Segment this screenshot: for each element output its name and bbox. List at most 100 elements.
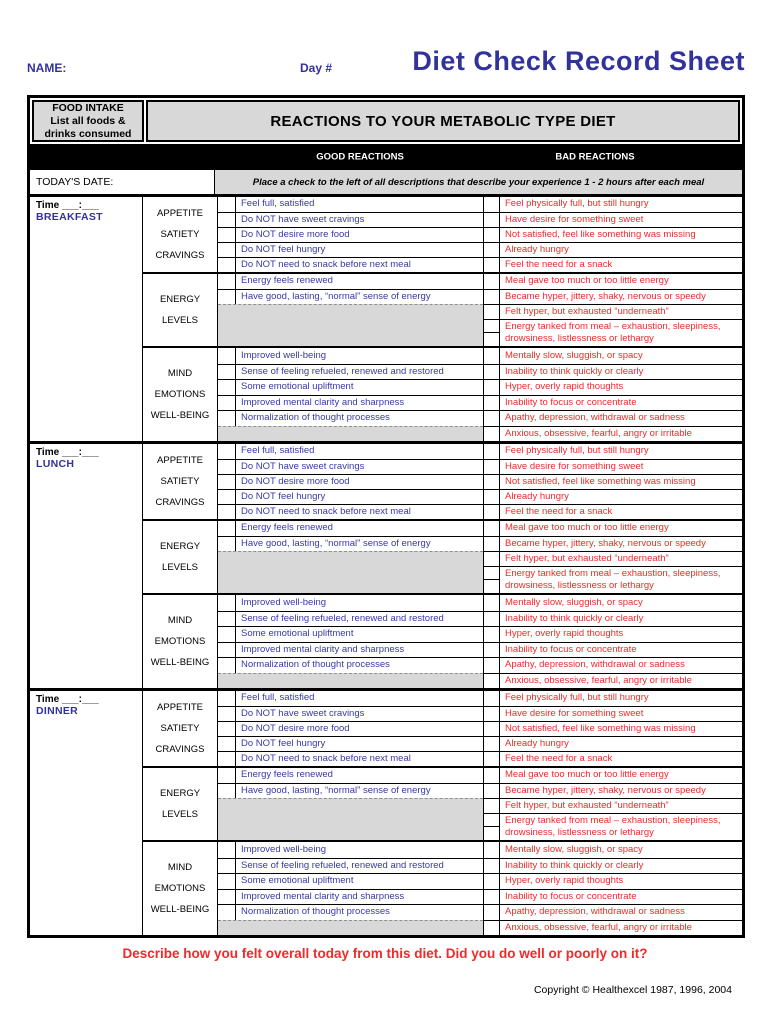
reaction-row: Do NOT feel hungry Already hungry [218,489,742,504]
bad-reaction-checkbox[interactable] [483,904,500,920]
good-reaction-checkbox[interactable] [218,379,236,395]
bad-reaction-checkbox[interactable] [483,425,500,441]
good-reaction-checkbox[interactable] [218,257,236,272]
bad-reaction-checkbox[interactable] [483,521,500,536]
good-reaction-checkbox[interactable] [218,504,236,519]
good-reaction-checkbox[interactable] [218,521,236,536]
good-reaction-checkbox[interactable] [218,444,236,459]
bad-reaction-checkbox[interactable] [483,242,500,257]
day-number-label: Day # [300,61,333,75]
bad-reaction-checkbox[interactable] [483,197,500,212]
bad-reaction-checkbox[interactable] [483,504,500,519]
bad-reaction-checkbox[interactable] [483,363,500,379]
good-reaction-checkbox[interactable] [218,736,236,751]
reaction-row: Sense of feeling refueled, renewed and r… [218,857,742,873]
good-reaction-text: Feel full, satisfied [241,692,315,704]
good-reaction-checkbox[interactable] [218,888,236,904]
meal-time-cell-lunch[interactable]: Time ___:___ LUNCH [30,444,143,688]
bad-reaction-checkbox[interactable] [483,736,500,751]
bad-reaction-checkbox[interactable] [483,379,500,395]
bad-reaction-checkbox[interactable] [483,444,500,459]
bad-reaction-checkbox[interactable] [483,566,500,593]
bad-reaction-checkbox[interactable] [483,595,500,611]
bad-reaction-checkbox[interactable] [483,691,500,706]
bad-reaction-checkbox[interactable] [483,721,500,736]
good-reaction-checkbox[interactable] [218,842,236,858]
bad-reaction-checkbox[interactable] [483,257,500,272]
good-reaction-checkbox[interactable] [218,706,236,721]
bad-reaction-checkbox[interactable] [483,474,500,489]
bad-reaction-checkbox[interactable] [483,459,500,474]
meal-time-cell-dinner[interactable]: Time ___:___ DINNER [30,691,143,935]
good-reaction-checkbox[interactable] [218,657,236,673]
good-reaction-checkbox[interactable] [218,489,236,504]
good-reaction-checkbox[interactable] [218,857,236,873]
reaction-row: Have good, lasting, “normal” sense of en… [218,536,742,551]
bad-reaction-checkbox[interactable] [483,798,500,813]
good-reaction-checkbox[interactable] [218,751,236,766]
good-reaction-checkbox[interactable] [218,474,236,489]
reaction-row: Feel full, satisfied Feel physically full… [218,444,742,459]
bad-reaction-checkbox[interactable] [483,706,500,721]
empty-gray-cell [218,319,483,346]
bad-reaction-checkbox[interactable] [483,489,500,504]
bad-reaction-checkbox[interactable] [483,536,500,551]
bad-reaction-checkbox[interactable] [483,304,500,319]
good-reaction-checkbox[interactable] [218,595,236,611]
good-reaction-checkbox[interactable] [218,626,236,642]
good-reaction-checkbox[interactable] [218,691,236,706]
bad-reaction-checkbox[interactable] [483,751,500,766]
good-reaction-checkbox[interactable] [218,410,236,426]
good-reaction-checkbox[interactable] [218,536,236,551]
good-reaction-checkbox[interactable] [218,641,236,657]
bad-reaction-checkbox[interactable] [483,768,500,783]
good-reaction-checkbox[interactable] [218,363,236,379]
bad-reaction-checkbox[interactable] [483,672,500,688]
bad-reaction-checkbox[interactable] [483,227,500,242]
reaction-row: Do NOT feel hungry Already hungry [218,736,742,751]
reaction-row: Energy feels renewed Meal gave too much o… [218,768,742,783]
good-reaction-checkbox[interactable] [218,610,236,626]
bad-reaction-text: Became hyper, jittery, shaky, nervous or… [500,536,742,551]
bad-reaction-checkbox[interactable] [483,813,500,840]
bad-reaction-checkbox[interactable] [483,319,500,346]
bad-reaction-checkbox[interactable] [483,289,500,304]
bad-reaction-text: Feel physically full, but still hungry [505,445,649,457]
bad-reaction-checkbox[interactable] [483,212,500,227]
bad-reaction-checkbox[interactable] [483,394,500,410]
category-line: WELL-BEING [150,904,210,915]
good-reaction-checkbox[interactable] [218,783,236,798]
bad-reaction-checkbox[interactable] [483,610,500,626]
good-reaction-checkbox[interactable] [218,348,236,364]
bad-reaction-checkbox[interactable] [483,410,500,426]
bad-reaction-checkbox[interactable] [483,626,500,642]
bad-reaction-checkbox[interactable] [483,551,500,566]
good-reaction-checkbox[interactable] [218,242,236,257]
bad-reaction-checkbox[interactable] [483,274,500,289]
good-reaction-checkbox[interactable] [218,197,236,212]
good-reaction-checkbox[interactable] [218,904,236,920]
meal-name-breakfast: BREAKFAST [36,211,103,223]
meal-time-cell-breakfast[interactable]: Time ___:___ BREAKFAST [30,197,143,441]
bad-reaction-checkbox[interactable] [483,783,500,798]
good-reaction-checkbox[interactable] [218,212,236,227]
bad-reaction-checkbox[interactable] [483,873,500,889]
bad-reaction-checkbox[interactable] [483,888,500,904]
good-reaction-checkbox[interactable] [218,721,236,736]
bad-reaction-checkbox[interactable] [483,919,500,935]
bad-reaction-checkbox[interactable] [483,842,500,858]
bad-reaction-checkbox[interactable] [483,348,500,364]
category-line: APPETITE [157,455,203,466]
good-reaction-checkbox[interactable] [218,227,236,242]
bad-reaction-checkbox[interactable] [483,641,500,657]
good-reaction-checkbox[interactable] [218,394,236,410]
todays-date-field[interactable]: TODAY'S DATE: [30,170,215,194]
bad-reaction-checkbox[interactable] [483,657,500,673]
empty-gray-cell [218,672,483,688]
good-reaction-checkbox[interactable] [218,274,236,289]
good-reaction-checkbox[interactable] [218,459,236,474]
bad-reaction-checkbox[interactable] [483,857,500,873]
good-reaction-checkbox[interactable] [218,768,236,783]
good-reaction-checkbox[interactable] [218,873,236,889]
good-reaction-checkbox[interactable] [218,289,236,304]
